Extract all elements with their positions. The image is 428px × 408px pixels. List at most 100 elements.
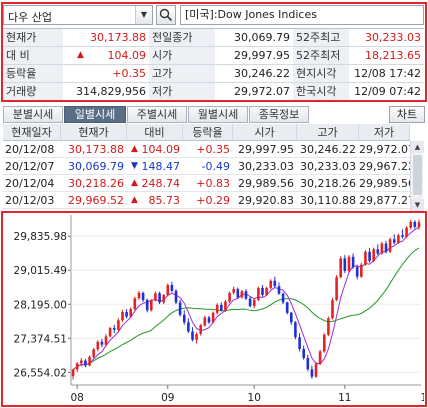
quote-label: 한국시각 bbox=[293, 83, 349, 100]
cell-text: 30,173.88 bbox=[68, 143, 124, 156]
cell-text: 29,969.52 bbox=[68, 194, 124, 207]
quote-value-text: 12/09 07:42 bbox=[354, 85, 421, 98]
table-row[interactable]: 20/12/04 30,218.26 ▲ 248.74 +0.83 29,989.56 30… bbox=[3, 175, 424, 192]
candle-body bbox=[405, 227, 408, 237]
candle-body bbox=[265, 287, 268, 295]
table-cell-high: 30,110.88 bbox=[297, 192, 359, 209]
table-cell-date: 20/12/07 bbox=[3, 158, 61, 175]
x-tick-label: 12 bbox=[420, 392, 424, 404]
candle-body bbox=[75, 363, 79, 370]
candle-body bbox=[220, 304, 223, 311]
candle-body bbox=[417, 222, 421, 227]
table-cell-high: 30,218.26 bbox=[297, 175, 359, 192]
cell-text: 148.47 bbox=[141, 160, 181, 173]
table-row[interactable]: 20/12/08 30,173.88 ▲ 104.09 +0.35 29,997.95 30… bbox=[3, 141, 424, 158]
tab-1[interactable]: 분별시세 bbox=[3, 106, 63, 123]
quote-value: 29,997.95 bbox=[215, 47, 293, 64]
table-header[interactable]: 대비 bbox=[127, 124, 183, 141]
cell-text: 30,069.79 bbox=[68, 160, 124, 173]
table-header[interactable]: 현재일자 bbox=[3, 124, 61, 141]
candle-body bbox=[302, 348, 305, 358]
candle-body bbox=[318, 351, 322, 364]
cell-text: 104.09 bbox=[141, 143, 181, 156]
candle-body bbox=[170, 285, 174, 291]
candle-body bbox=[71, 369, 75, 377]
tab-3[interactable]: 주별시세 bbox=[127, 106, 187, 123]
quote-value-text: 29,997.95 bbox=[234, 49, 290, 62]
x-tick-label: 09 bbox=[161, 392, 174, 404]
candle-body bbox=[364, 251, 367, 265]
table-cell-low: 29,972.07 bbox=[359, 141, 415, 158]
candle-body bbox=[335, 277, 338, 300]
table-header[interactable]: 시가 bbox=[233, 124, 297, 141]
symbol-search-input[interactable]: 다우 산업 ▼ bbox=[3, 5, 153, 25]
quote-value: 30,069.79 bbox=[215, 29, 293, 46]
table-cell-change: ▲ 85.73 bbox=[127, 192, 183, 209]
quote-value: 12/08 17:42 bbox=[349, 65, 424, 82]
quote-row: 현재가 30,173.88 전일종가 30,069.79 52주최고 30,233.03 bbox=[3, 29, 424, 47]
quote-value: 314,829,956 bbox=[63, 83, 149, 100]
table-cell-price: 29,969.52 bbox=[61, 192, 127, 209]
chevron-down-icon[interactable]: ▼ bbox=[135, 6, 152, 24]
cell-text: 30,246.22 bbox=[300, 143, 356, 156]
quote-summary-grid: 현재가 30,173.88 전일종가 30,069.79 52주최고 30,233.03 대… bbox=[3, 28, 424, 101]
quote-row: 등락율 +0.35 고가 30,246.22 현지시각 12/08 17:42 bbox=[3, 65, 424, 83]
quote-label: 저가 bbox=[149, 83, 215, 100]
quote-label: 현재가 bbox=[3, 29, 63, 46]
table-cell-change: ▲ 104.09 bbox=[127, 141, 183, 158]
x-tick-label: 10 bbox=[248, 392, 261, 404]
candle-body bbox=[100, 341, 104, 345]
quote-label: 전일종가 bbox=[149, 29, 215, 46]
candle-body bbox=[92, 349, 95, 357]
candle-body bbox=[261, 287, 264, 295]
scrollbar-thumb[interactable] bbox=[413, 155, 422, 195]
table-row[interactable]: 20/12/03 29,969.52 ▲ 85.73 +0.29 29,920.83 30,… bbox=[3, 192, 424, 209]
table-cell-open: 29,997.95 bbox=[233, 141, 297, 158]
table-header[interactable]: 등락율 bbox=[183, 124, 233, 141]
quote-label: 거래량 bbox=[3, 83, 63, 100]
quote-value-text: 30,246.22 bbox=[234, 67, 290, 80]
table-cell-rate: +0.35 bbox=[183, 141, 233, 158]
tab-4[interactable]: 월별시세 bbox=[188, 106, 248, 123]
cell-text: 248.74 bbox=[141, 177, 181, 190]
cell-text: 29,989.56 bbox=[238, 177, 294, 190]
scroll-up-icon[interactable]: ▲ bbox=[411, 141, 424, 153]
table-cell-open: 29,920.83 bbox=[233, 192, 297, 209]
table-cell-price: 30,069.79 bbox=[61, 158, 127, 175]
cell-text: -0.49 bbox=[201, 160, 230, 173]
scroll-down-icon[interactable]: ▼ bbox=[411, 199, 424, 211]
up-arrow-icon: ▲ bbox=[77, 50, 84, 60]
candle-body bbox=[285, 302, 289, 313]
quote-value: 12/09 07:42 bbox=[349, 83, 424, 100]
cell-text: 20/12/07 bbox=[5, 160, 55, 173]
candle-body bbox=[351, 256, 355, 268]
quote-value-text: 29,972.07 bbox=[234, 85, 290, 98]
quote-value-text: 12/08 17:42 bbox=[354, 67, 421, 80]
candle-body bbox=[191, 331, 194, 340]
chart-button[interactable]: 차트 bbox=[389, 106, 425, 123]
candle-body bbox=[145, 299, 149, 311]
table-scrollbar[interactable]: ▲ ▼ bbox=[410, 141, 424, 211]
table-row[interactable]: 20/12/07 30,069.79 ▼ 148.47 -0.49 30,233.03 30… bbox=[3, 158, 424, 175]
quote-row: 거래량 314,829,956 저가 29,972.07 한국시각 12/09 07:42 bbox=[3, 83, 424, 101]
table-header[interactable]: 현재가 bbox=[61, 124, 127, 141]
cell-text: 20/12/08 bbox=[5, 143, 55, 156]
search-icon[interactable] bbox=[156, 5, 176, 25]
quote-value: 18,213.65 bbox=[349, 47, 424, 64]
candle-body bbox=[273, 280, 277, 287]
candle-body bbox=[269, 280, 272, 288]
quote-value-text: 30,173.88 bbox=[90, 31, 146, 44]
table-header[interactable]: 저가 bbox=[359, 124, 410, 141]
quote-label: 시가 bbox=[149, 47, 215, 64]
tab-2[interactable]: 일별시세 bbox=[64, 106, 126, 123]
candle-body bbox=[236, 289, 240, 298]
tab-5[interactable]: 종목정보 bbox=[249, 106, 309, 123]
table-header[interactable]: 고가 bbox=[297, 124, 359, 141]
candle-body bbox=[413, 221, 417, 227]
candle-body bbox=[224, 301, 227, 311]
table-cell-change: ▼ 148.47 bbox=[127, 158, 183, 175]
candle-body bbox=[393, 239, 396, 243]
cell-text: 29,877.27 bbox=[359, 194, 415, 207]
candle-body bbox=[277, 286, 281, 294]
candle-body bbox=[347, 256, 351, 271]
